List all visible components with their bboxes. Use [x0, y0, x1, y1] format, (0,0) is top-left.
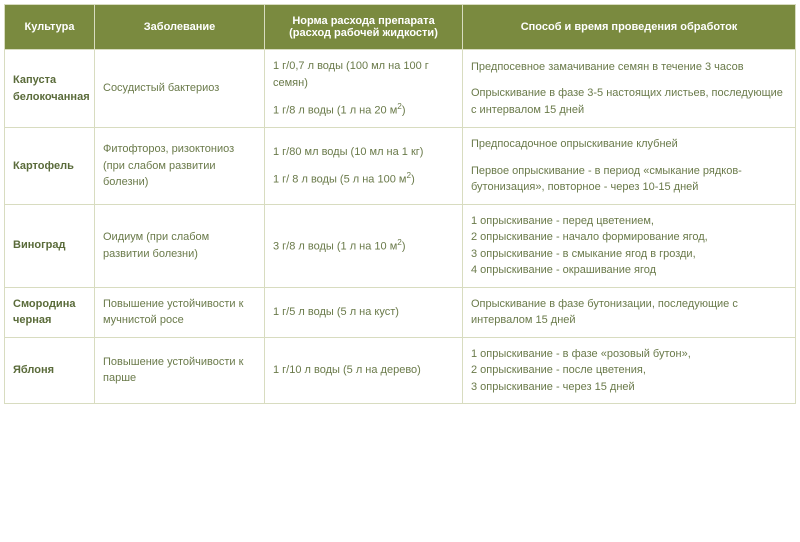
method-line: Первое опрыскивание - в период «смыкание… — [471, 163, 787, 196]
method-line: 2 опрыскивание - начало формирование яго… — [471, 231, 708, 243]
cell-method: Предпосадочное опрыскивание клубней Перв… — [463, 128, 796, 205]
table-row: Виноград Оидиум (при слабом развитии бол… — [5, 204, 796, 287]
rate-line: 1 г/ 8 л воды (5 л на 100 м2) — [273, 170, 454, 188]
cell-disease: Сосудистый бактериоз — [95, 50, 265, 128]
cell-culture: Смородина черная — [5, 287, 95, 337]
cell-method: 1 опрыскивание - в фазе «розовый бутон»,… — [463, 337, 796, 404]
cell-culture: Картофель — [5, 128, 95, 205]
cell-disease: Фитофтороз, ризоктониоз (при слабом разв… — [95, 128, 265, 205]
table-row: Капуста белокочанная Сосудистый бактерио… — [5, 50, 796, 128]
header-method: Способ и время проведения обработок — [463, 5, 796, 50]
cell-culture: Капуста белокочанная — [5, 50, 95, 128]
method-line: Предпосадочное опрыскивание клубней — [471, 136, 787, 153]
cell-rate: 1 г/80 мл воды (10 мл на 1 кг) 1 г/ 8 л … — [265, 128, 463, 205]
cell-disease: Повышение устойчивости к парше — [95, 337, 265, 404]
cell-method: Опрыскивание в фазе бутонизации, последу… — [463, 287, 796, 337]
cell-rate: 1 г/10 л воды (5 л на дерево) — [265, 337, 463, 404]
cell-method: Предпосевное замачивание семян в течение… — [463, 50, 796, 128]
rate-line: 1 г/0,7 л воды (100 мл на 100 г семян) — [273, 58, 454, 91]
table-row: Яблоня Повышение устойчивости к парше 1 … — [5, 337, 796, 404]
cell-rate: 1 г/0,7 л воды (100 мл на 100 г семян) 1… — [265, 50, 463, 128]
header-culture: Культура — [5, 5, 95, 50]
cell-rate: 3 г/8 л воды (1 л на 10 м2) — [265, 204, 463, 287]
cell-method: 1 опрыскивание - перед цветением, 2 опры… — [463, 204, 796, 287]
table-row: Картофель Фитофтороз, ризоктониоз (при с… — [5, 128, 796, 205]
table-row: Смородина черная Повышение устойчивости … — [5, 287, 796, 337]
cell-disease: Повышение устойчивости к мучнистой росе — [95, 287, 265, 337]
method-line: Опрыскивание в фазе 3-5 настоящих листье… — [471, 85, 787, 118]
header-disease: Заболевание — [95, 5, 265, 50]
cell-culture: Виноград — [5, 204, 95, 287]
method-line: 4 опрыскивание - окрашивание ягод — [471, 264, 656, 276]
header-rate: Норма расхода препарата (расход рабочей … — [265, 5, 463, 50]
rate-line: 1 г/8 л воды (1 л на 20 м2) — [273, 101, 454, 119]
method-line: 1 опрыскивание - перед цветением, — [471, 215, 654, 227]
method-line: 3 опрыскивание - через 15 дней — [471, 381, 635, 393]
cell-culture: Яблоня — [5, 337, 95, 404]
cell-rate: 1 г/5 л воды (5 л на куст) — [265, 287, 463, 337]
treatment-table: Культура Заболевание Норма расхода препа… — [4, 4, 796, 404]
cell-disease: Оидиум (при слабом развитии болезни) — [95, 204, 265, 287]
method-line: 1 опрыскивание - в фазе «розовый бутон», — [471, 348, 691, 360]
method-line: 2 опрыскивание - после цветения, — [471, 364, 646, 376]
table-header-row: Культура Заболевание Норма расхода препа… — [5, 5, 796, 50]
method-line: Предпосевное замачивание семян в течение… — [471, 59, 787, 76]
rate-line: 1 г/80 мл воды (10 мл на 1 кг) — [273, 144, 454, 161]
method-line: 3 опрыскивание - в смыкание ягод в грозд… — [471, 248, 696, 260]
